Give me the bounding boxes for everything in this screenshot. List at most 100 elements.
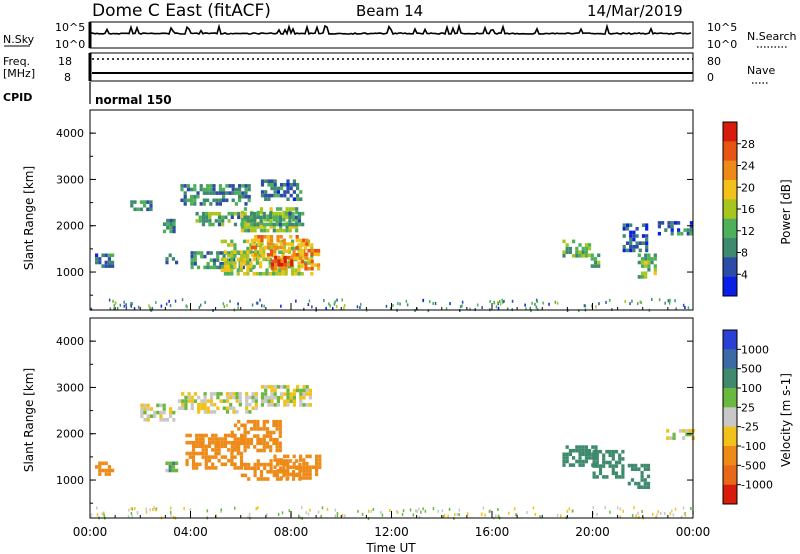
velocity-clutter-cell xyxy=(660,512,662,515)
velocity-clutter-cell xyxy=(396,511,399,514)
power-colorbar-label: Power [dB] xyxy=(779,179,793,244)
power-clutter-cell xyxy=(427,309,430,313)
freq-unit: [MHz] xyxy=(3,67,35,80)
velocity-clutter-cell xyxy=(281,511,284,515)
power-clutter-cell xyxy=(356,305,359,309)
velocity-clutter-cell xyxy=(336,514,339,518)
time-tick-label: 04:00 xyxy=(173,525,208,539)
velocity-clutter-cell xyxy=(631,514,634,518)
velocity-clutter-cell xyxy=(432,507,435,511)
velocity-clutter-cell xyxy=(402,509,405,513)
velocity-clutter-cell xyxy=(674,507,677,511)
velocity-clutter-cell xyxy=(453,517,455,521)
power-clutter-cell xyxy=(629,302,631,306)
power-clutter-cell xyxy=(131,302,134,306)
power-clutter-cell xyxy=(639,300,641,304)
velocity-clutter-cell xyxy=(513,507,516,511)
velocity-clutter-cell xyxy=(458,513,460,517)
power-clutter-cell xyxy=(459,305,462,309)
power-clutter-cell xyxy=(399,302,401,306)
velocity-clutter-cell xyxy=(447,514,449,518)
velocity-clutter-cell xyxy=(635,514,637,518)
power-clutter-cell xyxy=(682,303,685,307)
velocity-clutter-cell xyxy=(257,506,259,510)
velocity-colorbar-swatch xyxy=(723,446,737,466)
velocity-echo-region xyxy=(95,461,115,476)
power-clutter-cell xyxy=(476,303,479,307)
velocity-clutter-cell xyxy=(619,515,622,519)
power-clutter-cell xyxy=(255,301,258,305)
velocity-clutter-cell xyxy=(441,509,444,513)
power-clutter-cell xyxy=(174,299,177,303)
time-tick-label: 08:00 xyxy=(274,525,309,539)
velocity-colorbar-tick: -1000 xyxy=(741,479,773,492)
power-clutter-cell xyxy=(667,299,670,303)
power-clutter-cell xyxy=(497,306,500,310)
velocity-clutter-cell xyxy=(341,514,344,517)
velocity-clutter-cell xyxy=(416,509,418,513)
velocity-echo-region xyxy=(592,449,625,479)
power-clutter-cell xyxy=(333,302,336,306)
power-clutter-cell xyxy=(578,309,580,313)
power-clutter-cell xyxy=(223,305,226,309)
velocity-clutter-cell xyxy=(619,507,622,511)
velocity-clutter-cell xyxy=(572,509,574,513)
power-clutter-cell xyxy=(493,300,495,304)
power-colorbar-tick: 4 xyxy=(741,268,748,281)
velocity-clutter-cell xyxy=(169,506,172,510)
velocity-clutter-cell xyxy=(566,509,569,513)
velocity-clutter-cell xyxy=(682,506,685,510)
nsearch-tick-lo: 10^0 xyxy=(707,38,737,51)
velocity-clutter-cell xyxy=(609,510,611,514)
power-clutter-cell xyxy=(631,299,633,303)
power-clutter-cell xyxy=(261,304,263,308)
power-colorbar-tick: 8 xyxy=(741,247,748,260)
velocity-clutter-cell xyxy=(664,512,666,515)
velocity-clutter-cell xyxy=(206,509,209,513)
power-echo-region xyxy=(130,200,153,212)
velocity-clutter-cell xyxy=(532,506,535,510)
power-clutter-cell xyxy=(328,302,330,306)
power-clutter-cell xyxy=(595,305,597,309)
time-tick-label: 12:00 xyxy=(374,525,409,539)
power-clutter-cell xyxy=(133,307,136,311)
velocity-y-axis: 1000 2000 3000 4000 xyxy=(56,317,693,504)
power-colorbar-swatch xyxy=(723,257,737,277)
station-title: Dome C East (fitACF) xyxy=(92,1,271,21)
power-clutter-cell xyxy=(506,307,509,311)
velocity-colorbar-tick: 100 xyxy=(741,382,762,395)
power-ytick-label: 3000 xyxy=(56,173,84,186)
power-clutter-cell xyxy=(169,304,172,308)
velocity-echo-region xyxy=(177,392,258,414)
velocity-clutter-cell xyxy=(680,515,683,519)
velocity-clutter-cell xyxy=(641,510,643,514)
velocity-clutter-cell xyxy=(415,509,417,513)
velocity-x-axis: 00:00 04:00 08:00 12:00 16:00 20:00 00:00 xyxy=(73,511,710,539)
power-clutter-cell xyxy=(263,304,265,308)
velocity-clutter-cell xyxy=(617,506,619,510)
power-clutter-cell xyxy=(535,305,538,309)
velocity-echo-region xyxy=(185,433,244,470)
velocity-clutter-cell xyxy=(305,511,307,515)
power-colorbar-swatch xyxy=(723,238,737,258)
velocity-clutter-cell xyxy=(422,507,424,511)
velocity-clutter-cell xyxy=(396,510,398,513)
power-echo-region xyxy=(301,248,321,271)
power-clutter-cell xyxy=(591,304,593,308)
velocity-clutter-cell xyxy=(592,506,595,510)
power-clutter-cell xyxy=(461,304,463,308)
power-clutter-cell xyxy=(198,306,201,309)
power-colorbar-tick: 24 xyxy=(741,160,755,173)
power-clutter-cell xyxy=(469,307,471,311)
power-clutter-cell xyxy=(113,307,115,311)
power-echo-region xyxy=(270,255,294,271)
velocity-clutter-cell xyxy=(596,512,598,516)
velocity-clutter-cell xyxy=(96,513,99,517)
velocity-clutter-cell xyxy=(604,506,606,510)
velocity-colorbar-label: Velocity [m s-1] xyxy=(779,373,793,467)
velocity-clutter-cell xyxy=(277,512,280,516)
velocity-clutter-cell xyxy=(568,507,571,511)
power-clutter-cell xyxy=(548,302,550,306)
power-clutter-cell xyxy=(502,300,504,304)
